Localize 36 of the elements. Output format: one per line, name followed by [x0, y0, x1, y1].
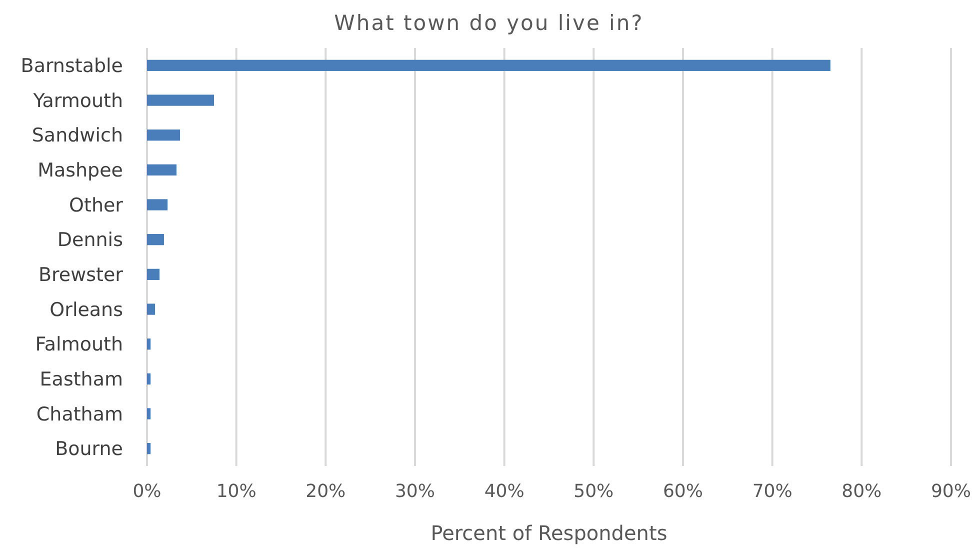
x-tick-label: 70% [752, 481, 792, 502]
x-axis-title: Percent of Respondents [430, 521, 668, 545]
bar [147, 164, 176, 176]
bar [147, 443, 151, 454]
x-tick-label: 10% [216, 481, 256, 502]
bar [147, 408, 151, 420]
bar [147, 304, 156, 315]
y-tick-label: Mashpee [38, 160, 123, 182]
y-tick-label: Brewster [38, 264, 124, 286]
x-tick-label: 20% [306, 481, 346, 502]
bar [147, 234, 164, 246]
bar [147, 373, 151, 384]
x-tick-label: 40% [484, 481, 524, 502]
y-tick-label: Other [69, 194, 124, 216]
bar [147, 60, 830, 71]
chart-title: What town do you live in? [334, 11, 644, 35]
bar [147, 199, 168, 210]
x-tick-label: 0% [132, 481, 162, 502]
x-tick-label: 50% [574, 481, 614, 502]
y-tick-label: Sandwich [32, 124, 123, 147]
y-tick-label: Orleans [50, 298, 123, 321]
y-tick-label: Barnstable [20, 55, 123, 78]
x-tick-label: 30% [394, 481, 436, 502]
bar [147, 94, 214, 106]
x-tick-label: 80% [842, 481, 882, 502]
bar [147, 130, 180, 141]
y-tick-label: Bourne [55, 438, 123, 460]
bar [147, 338, 151, 350]
x-tick-label: 90% [930, 481, 972, 502]
x-tick-label: 60% [662, 481, 704, 502]
y-tick-label: Chatham [36, 403, 123, 426]
y-tick-label: Yarmouth [32, 90, 123, 112]
bar [147, 268, 160, 280]
y-tick-label: Eastham [40, 368, 123, 391]
y-tick-label: Dennis [57, 229, 123, 252]
y-tick-label: Falmouth [35, 334, 123, 356]
